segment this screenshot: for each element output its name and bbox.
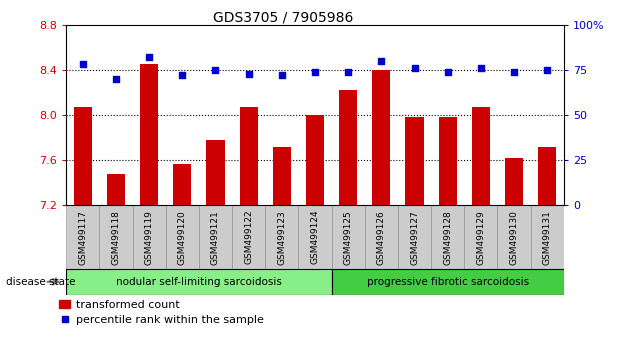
Bar	[406, 117, 423, 205]
Text: GSM499118: GSM499118	[112, 210, 120, 265]
Text: GSM499123: GSM499123	[277, 210, 286, 264]
Bar	[232, 205, 265, 269]
Bar	[207, 140, 224, 205]
Point	[376, 58, 386, 64]
Bar	[199, 205, 232, 269]
Bar	[331, 205, 365, 269]
Bar	[306, 115, 324, 205]
Point	[210, 67, 220, 73]
Bar	[530, 205, 564, 269]
Text: GSM499121: GSM499121	[211, 210, 220, 264]
Bar	[464, 205, 498, 269]
Bar	[66, 205, 100, 269]
Bar	[273, 147, 291, 205]
Bar	[372, 70, 391, 205]
Point	[476, 65, 486, 71]
Bar	[107, 174, 125, 205]
Bar	[265, 205, 299, 269]
Text: GSM499117: GSM499117	[78, 210, 87, 265]
Bar	[299, 205, 331, 269]
Point	[277, 73, 287, 78]
Point	[343, 69, 353, 75]
Text: GSM499130: GSM499130	[510, 210, 518, 265]
Point	[310, 69, 320, 75]
Text: GSM499128: GSM499128	[444, 210, 452, 264]
Bar	[140, 64, 158, 205]
Point	[410, 65, 420, 71]
Bar	[339, 90, 357, 205]
Bar	[365, 205, 398, 269]
Text: GSM499126: GSM499126	[377, 210, 386, 264]
Text: disease state: disease state	[6, 277, 76, 287]
Text: GSM499120: GSM499120	[178, 210, 186, 264]
Bar	[166, 205, 199, 269]
Bar	[505, 158, 523, 205]
Bar	[331, 269, 564, 295]
Bar	[100, 205, 132, 269]
Point	[77, 62, 88, 67]
Text: GSM499122: GSM499122	[244, 210, 253, 264]
Point	[443, 69, 453, 75]
Text: nodular self-limiting sarcoidosis: nodular self-limiting sarcoidosis	[116, 277, 282, 287]
Legend: transformed count, percentile rank within the sample: transformed count, percentile rank withi…	[59, 300, 263, 325]
Text: GSM499125: GSM499125	[344, 210, 353, 264]
Point	[111, 76, 121, 82]
Text: GSM499127: GSM499127	[410, 210, 419, 264]
Text: GSM499129: GSM499129	[476, 210, 485, 264]
Point	[244, 71, 254, 76]
Text: GSM499124: GSM499124	[311, 210, 319, 264]
Point	[144, 55, 154, 60]
Text: GSM499119: GSM499119	[145, 210, 154, 265]
Bar	[538, 147, 556, 205]
Bar	[66, 269, 331, 295]
Bar	[74, 107, 92, 205]
Text: GSM499131: GSM499131	[543, 210, 552, 265]
Bar	[398, 205, 431, 269]
Bar	[472, 107, 490, 205]
Bar	[239, 107, 258, 205]
Bar	[132, 205, 166, 269]
Point	[509, 69, 519, 75]
Point	[542, 67, 553, 73]
Text: GDS3705 / 7905986: GDS3705 / 7905986	[214, 11, 353, 25]
Bar	[173, 164, 192, 205]
Bar	[431, 205, 464, 269]
Bar	[438, 117, 457, 205]
Point	[177, 73, 187, 78]
Bar	[498, 205, 530, 269]
Text: progressive fibrotic sarcoidosis: progressive fibrotic sarcoidosis	[367, 277, 529, 287]
